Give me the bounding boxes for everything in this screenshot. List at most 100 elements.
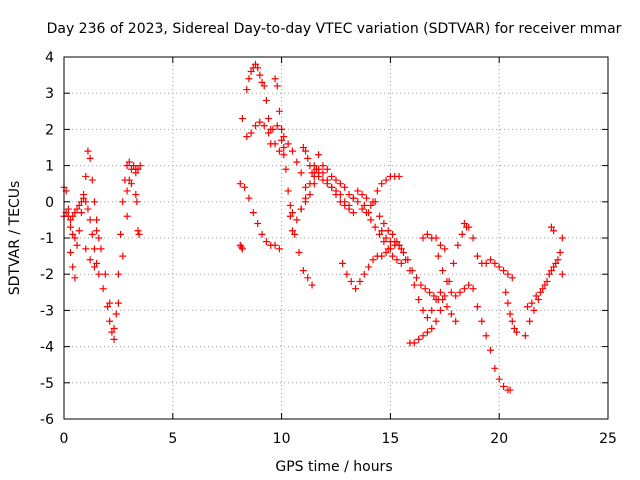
data-point: [356, 277, 364, 285]
data-point: [69, 263, 77, 271]
series-arc-q: [297, 169, 379, 213]
data-point: [245, 194, 253, 202]
data-point: [236, 180, 244, 188]
data-point: [532, 292, 540, 300]
data-point: [419, 306, 427, 314]
grid: [64, 57, 608, 419]
data-point: [336, 180, 344, 188]
data-point: [97, 245, 105, 253]
data-point: [241, 183, 249, 191]
data-point: [134, 227, 142, 235]
series-arc-j: [238, 115, 286, 141]
data-point: [465, 281, 473, 289]
x-tick-label: 15: [381, 431, 399, 447]
data-point: [278, 125, 286, 133]
data-point: [358, 205, 366, 213]
data-point: [302, 183, 310, 191]
series-arc-ab: [502, 288, 521, 336]
data-point: [547, 223, 555, 231]
data-point: [528, 299, 536, 307]
data-point: [510, 325, 518, 332]
data-point: [430, 292, 438, 300]
y-tick-label: -5: [40, 376, 54, 392]
data-point: [275, 147, 283, 155]
data-point: [469, 234, 477, 242]
data-point: [502, 288, 510, 296]
data-point: [421, 285, 429, 293]
data-point: [323, 176, 331, 184]
data-point: [447, 288, 455, 296]
data-point: [73, 241, 81, 249]
data-point: [478, 317, 486, 325]
data-point: [378, 180, 386, 188]
data-point: [537, 288, 545, 296]
data-point: [265, 115, 273, 123]
data-point: [443, 303, 451, 311]
series-arc-y: [419, 230, 449, 253]
data-point: [458, 230, 466, 238]
data-point: [278, 136, 286, 144]
data-point: [415, 335, 423, 343]
series-arc-i: [236, 180, 283, 253]
data-point: [347, 277, 355, 285]
data-point: [506, 310, 514, 318]
data-point: [523, 303, 531, 311]
data-point: [500, 382, 508, 390]
data-point: [443, 277, 451, 285]
data-point: [258, 78, 266, 86]
data-point: [93, 259, 101, 267]
data-point: [482, 259, 490, 267]
data-point: [247, 129, 255, 137]
y-tick-label: -6: [40, 412, 54, 428]
data-point: [112, 310, 120, 318]
data-point: [93, 216, 101, 224]
y-tick-label: 2: [45, 122, 54, 138]
data-point: [288, 209, 296, 217]
series-arc-p: [288, 162, 405, 267]
data-point: [432, 317, 440, 325]
data-point: [389, 230, 397, 238]
data-point: [547, 267, 555, 275]
data-point: [386, 245, 394, 253]
data-point: [123, 187, 131, 195]
x-tick-label: 10: [273, 431, 291, 447]
data-point: [273, 82, 281, 90]
data-point: [423, 230, 431, 238]
data-point: [495, 375, 503, 383]
data-point: [491, 364, 499, 372]
data-point: [258, 230, 266, 238]
series-arc-w: [378, 227, 460, 325]
data-point: [275, 107, 283, 115]
data-point: [280, 133, 288, 141]
data-point: [117, 230, 125, 238]
data-point: [465, 223, 473, 231]
data-point: [95, 234, 103, 242]
series-arc-aa: [460, 220, 516, 282]
data-point: [291, 230, 299, 238]
data-point: [473, 303, 481, 311]
data-point: [308, 169, 316, 177]
data-point: [367, 216, 375, 224]
data-point: [82, 245, 90, 253]
axis-ticks: 0 5 10 15 20 25 -6 -5 -4 -3 -2 -1 0 1 2 3 4: [40, 50, 617, 447]
data-point: [88, 230, 96, 238]
data-point: [349, 194, 357, 202]
data-point: [280, 151, 288, 159]
data-point: [339, 259, 347, 267]
data-point: [486, 256, 494, 264]
data-point: [90, 245, 98, 253]
data-point: [254, 64, 262, 72]
data-point: [426, 288, 434, 296]
data-point: [428, 325, 436, 332]
data-point: [256, 71, 264, 79]
data-point: [297, 169, 305, 177]
data-point: [71, 274, 79, 282]
data-point: [513, 328, 521, 336]
data-point: [336, 198, 344, 206]
x-tick-label: 25: [599, 431, 617, 447]
data-point: [267, 125, 275, 133]
data-point: [469, 285, 477, 293]
data-point: [271, 75, 279, 83]
data-point: [439, 267, 447, 275]
